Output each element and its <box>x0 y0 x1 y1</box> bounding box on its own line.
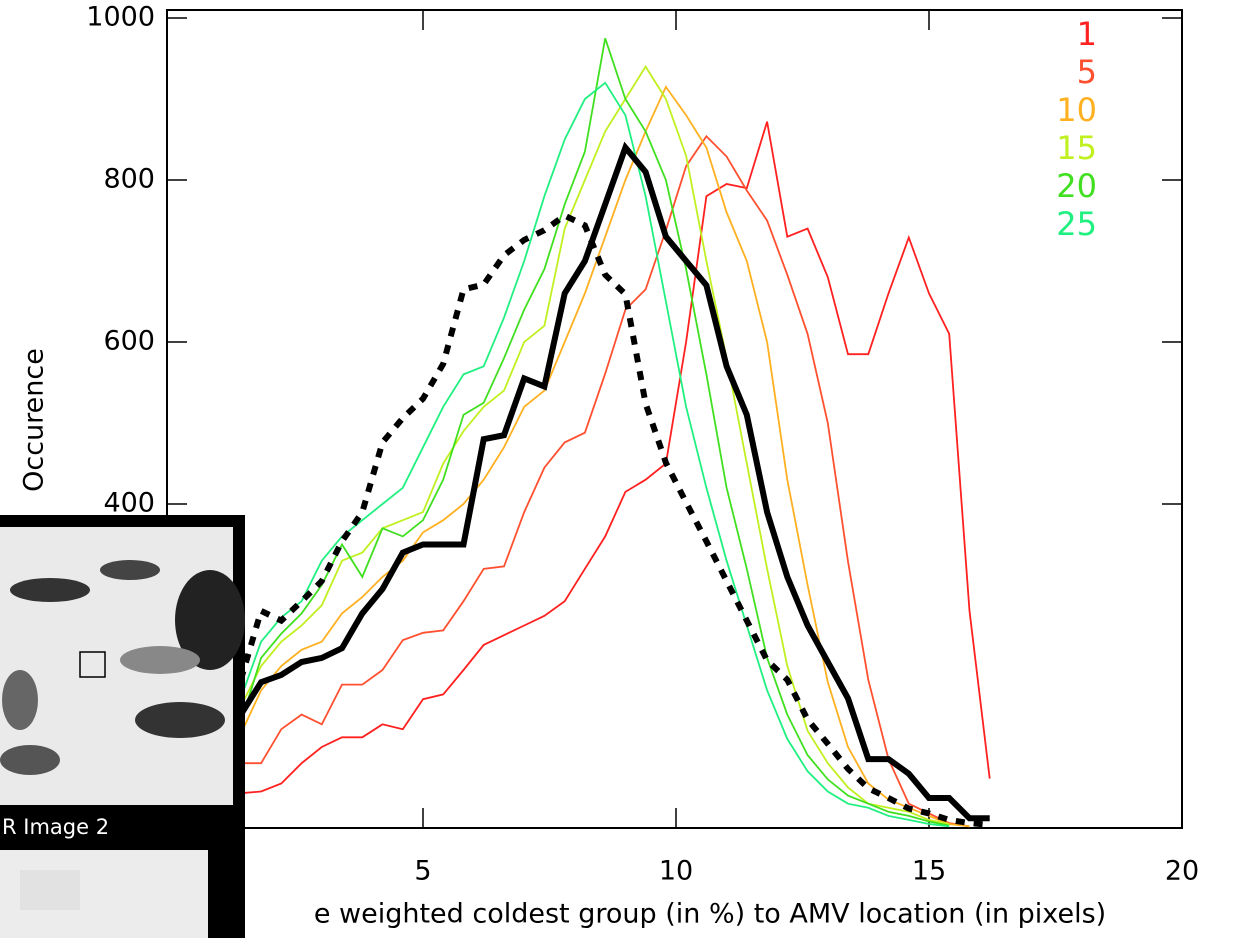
x-tick-label: 10 <box>659 856 693 887</box>
image-texture <box>2 670 38 730</box>
legend-label: 25 <box>1056 205 1097 243</box>
legend-label: 20 <box>1056 167 1097 205</box>
image-texture <box>135 702 225 738</box>
y-tick-label: 600 <box>103 326 155 357</box>
x-axis-label: e weighted coldest group (in %) to AMV l… <box>314 899 1106 930</box>
image-texture <box>20 870 80 910</box>
image-texture <box>10 578 90 602</box>
x-tick-label: 15 <box>912 856 946 887</box>
y-tick-label: 1000 <box>86 2 155 33</box>
series-line <box>239 64 950 825</box>
image-texture <box>100 560 160 580</box>
image-texture <box>175 570 245 670</box>
x-tick-label: 5 <box>414 856 431 887</box>
y-tick-label: 400 <box>103 488 155 519</box>
legend-label: 1 <box>1077 15 1097 53</box>
legend-label: 15 <box>1056 129 1097 167</box>
legend-label: 10 <box>1056 91 1097 129</box>
image-window[interactable]: R Image 2 <box>0 515 245 938</box>
series-line <box>239 38 950 827</box>
window-caption: R Image 2 <box>2 815 109 839</box>
series-line <box>240 121 991 795</box>
series-line <box>239 85 970 828</box>
selection-box[interactable] <box>79 651 106 678</box>
legend-label: 5 <box>1077 53 1097 91</box>
image-texture <box>0 745 60 775</box>
x-tick-label: 20 <box>1165 856 1199 887</box>
series-line <box>237 212 990 828</box>
plot-frame <box>166 9 1183 829</box>
series-line <box>239 81 950 828</box>
image-texture <box>120 646 200 674</box>
y-axis-label: Occurence <box>19 348 50 492</box>
series-line <box>240 134 970 828</box>
series-line <box>238 141 990 822</box>
y-tick-label: 800 <box>103 164 155 195</box>
